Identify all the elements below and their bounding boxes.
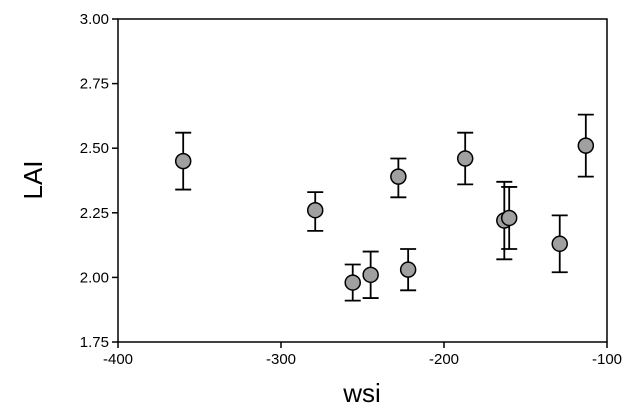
data-points — [174, 113, 595, 302]
x-tick-label: -100 — [592, 351, 622, 368]
data-point — [344, 274, 361, 291]
data-point — [362, 266, 379, 284]
y-tick-label: 2.25 — [80, 205, 109, 222]
data-point — [306, 201, 324, 219]
x-axis: -400 -300 -200 -100 — [103, 342, 622, 368]
y-axis-title: LAI — [18, 160, 48, 199]
x-tick-label: -200 — [429, 351, 459, 368]
y-tick-label: 2.00 — [80, 269, 109, 286]
data-point — [390, 168, 407, 185]
y-tick-label: 2.50 — [80, 140, 109, 157]
data-point — [577, 137, 595, 154]
x-tick-label: -400 — [103, 351, 133, 368]
data-point — [500, 209, 518, 227]
data-point — [551, 235, 568, 253]
y-tick-label: 2.75 — [80, 76, 109, 93]
data-point — [456, 150, 474, 167]
x-axis-title: wsi — [342, 378, 381, 408]
data-point — [399, 261, 417, 278]
plot-frame — [117, 18, 608, 343]
y-tick-label: 3.00 — [80, 11, 109, 28]
y-tick-label: 1.75 — [80, 334, 109, 351]
x-tick-label: -300 — [266, 351, 296, 368]
data-point — [174, 152, 192, 170]
y-axis: 1.75 2.00 2.25 2.50 2.75 3.00 — [80, 11, 118, 351]
